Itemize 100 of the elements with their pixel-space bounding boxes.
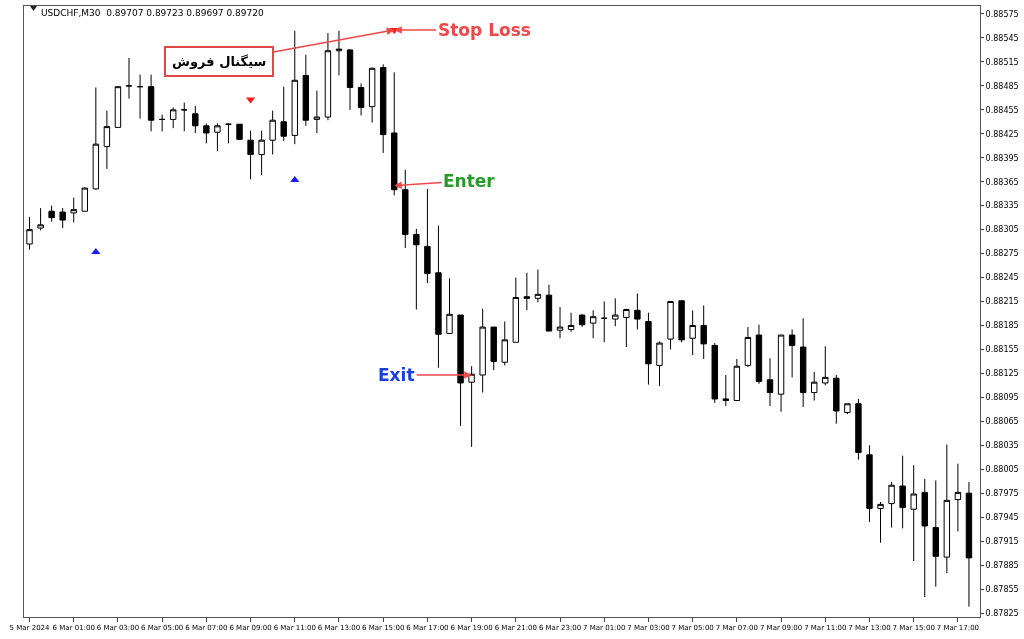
candlestick bbox=[921, 478, 928, 598]
candlestick bbox=[788, 328, 796, 378]
candlestick bbox=[777, 334, 785, 413]
candlestick bbox=[302, 54, 310, 127]
y-tick-label: 0.88575 bbox=[985, 9, 1019, 19]
candlestick bbox=[601, 301, 608, 343]
candlestick bbox=[512, 277, 520, 343]
candlestick bbox=[280, 86, 287, 142]
candlestick bbox=[424, 188, 431, 284]
candlestick bbox=[70, 197, 77, 223]
point bbox=[290, 176, 300, 183]
candlestick bbox=[37, 207, 44, 231]
candlestick bbox=[811, 371, 818, 402]
y-tick-label: 0.88155 bbox=[985, 345, 1019, 355]
annotation: Stop Loss bbox=[438, 20, 531, 40]
y-tick-label: 0.88245 bbox=[985, 273, 1019, 283]
candlestick bbox=[888, 481, 895, 529]
candlestick bbox=[833, 374, 840, 425]
candlestick bbox=[158, 114, 166, 132]
candlestick bbox=[59, 207, 66, 229]
candlestick bbox=[192, 105, 199, 134]
candlestick bbox=[578, 313, 586, 328]
candlestick bbox=[866, 444, 873, 523]
candlestick bbox=[379, 63, 387, 154]
candlestick bbox=[236, 123, 243, 140]
candlestick bbox=[225, 122, 232, 144]
candlestick bbox=[965, 481, 973, 608]
y-tick-label: 0.88215 bbox=[985, 297, 1019, 307]
candlestick bbox=[634, 293, 641, 330]
y-tick-label: 0.88515 bbox=[985, 57, 1019, 67]
candlestick bbox=[446, 277, 453, 334]
candlestick bbox=[402, 169, 409, 249]
candlestick bbox=[357, 82, 365, 116]
y-tick-label: 0.88185 bbox=[985, 321, 1019, 331]
annotation: سیگنال فروش bbox=[172, 54, 267, 69]
y-tick-label: 0.88125 bbox=[985, 369, 1019, 379]
candlestick bbox=[48, 205, 55, 223]
y-tick-label: 0.88275 bbox=[985, 249, 1019, 259]
y-tick-label: 0.88005 bbox=[985, 465, 1019, 475]
y-tick-label: 0.88035 bbox=[985, 441, 1019, 451]
candlestick bbox=[722, 374, 730, 407]
candlestick bbox=[678, 300, 685, 343]
y-tick-label: 0.87915 bbox=[985, 536, 1019, 546]
candlestick bbox=[501, 320, 508, 366]
y-tick-label: 0.88095 bbox=[985, 393, 1019, 403]
candlestick bbox=[92, 86, 100, 191]
candlestick bbox=[291, 30, 298, 145]
y-tick-label: 0.87855 bbox=[985, 584, 1019, 594]
y-tick-label: 0.88365 bbox=[985, 177, 1019, 187]
candlestick bbox=[368, 67, 376, 124]
candlestick bbox=[545, 284, 553, 332]
candlestick bbox=[523, 272, 531, 311]
candlestick bbox=[413, 228, 420, 310]
candlestick bbox=[457, 314, 464, 427]
candlestick bbox=[269, 110, 276, 156]
candlestick bbox=[203, 122, 210, 144]
candlestick bbox=[169, 106, 177, 129]
candlestick bbox=[335, 30, 343, 76]
y-tick-label: 0.88545 bbox=[985, 33, 1019, 43]
candlestick bbox=[877, 501, 884, 544]
candlestick bbox=[943, 443, 951, 574]
candlestick bbox=[623, 308, 630, 348]
candlestick bbox=[855, 398, 862, 461]
candlestick bbox=[313, 90, 321, 134]
candlestick bbox=[103, 110, 111, 170]
candlestick bbox=[181, 102, 188, 132]
y-tick-label: 0.88395 bbox=[985, 153, 1019, 163]
y-tick-label: 0.88455 bbox=[985, 105, 1019, 115]
candlestick bbox=[766, 357, 774, 407]
candlestick bbox=[114, 86, 122, 128]
y-tick-label: 0.88335 bbox=[985, 201, 1019, 211]
candlestick bbox=[612, 297, 619, 327]
candlestick bbox=[899, 455, 906, 529]
candlestick bbox=[744, 326, 752, 368]
candlestick bbox=[645, 312, 652, 386]
y-tick-label: 0.88065 bbox=[985, 417, 1019, 427]
y-tick-label: 0.87825 bbox=[985, 608, 1019, 618]
candlestick bbox=[247, 130, 254, 180]
candlestick bbox=[711, 342, 718, 404]
candlestick bbox=[932, 479, 939, 588]
candlestick bbox=[435, 225, 442, 369]
candlestick bbox=[589, 309, 597, 339]
candlestick bbox=[147, 74, 155, 132]
chart-title: USDCHF,M30 0.89707 0.89723 0.89697 0.89720 bbox=[40, 7, 264, 18]
candlestick bbox=[667, 301, 674, 350]
candlestick bbox=[346, 48, 354, 111]
y-tick-label: 0.87885 bbox=[985, 560, 1019, 570]
candlestick bbox=[954, 463, 962, 533]
candlestick bbox=[700, 305, 707, 360]
annotation: Exit bbox=[378, 365, 415, 385]
candlestick bbox=[755, 324, 763, 385]
candlestick bbox=[822, 345, 829, 386]
candlestick bbox=[214, 122, 221, 152]
candlestick bbox=[479, 308, 486, 394]
candlestick bbox=[468, 365, 475, 448]
candlestick bbox=[534, 269, 542, 303]
candlestick bbox=[567, 312, 575, 333]
candlestick bbox=[689, 309, 696, 356]
annotation: Enter bbox=[443, 171, 496, 191]
candlestick bbox=[258, 130, 265, 176]
